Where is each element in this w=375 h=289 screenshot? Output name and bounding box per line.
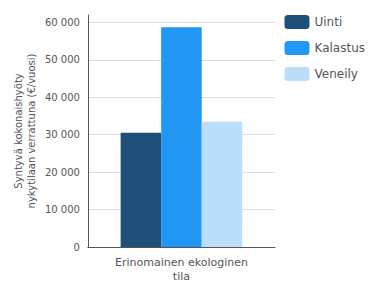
- svg-text:Kalastus: Kalastus: [314, 41, 365, 55]
- svg-text:30 000: 30 000: [45, 129, 80, 140]
- svg-text:Veneily: Veneily: [314, 67, 357, 81]
- svg-text:tila: tila: [173, 270, 190, 283]
- svg-text:nykytilaan verrattuna (€/vuosi: nykytilaan verrattuna (€/vuosi): [26, 53, 37, 208]
- svg-text:Erinomainen ekologinen: Erinomainen ekologinen: [115, 256, 248, 269]
- svg-text:20 000: 20 000: [45, 167, 80, 178]
- svg-text:Syntyvä kokonaishyöty: Syntyvä kokonaishyöty: [13, 73, 24, 189]
- svg-text:Uinti: Uinti: [314, 15, 342, 29]
- svg-text:0: 0: [74, 242, 80, 253]
- svg-text:60 000: 60 000: [45, 17, 80, 28]
- svg-text:40 000: 40 000: [45, 92, 80, 103]
- svg-text:10 000: 10 000: [45, 204, 80, 215]
- svg-text:50 000: 50 000: [45, 54, 80, 65]
